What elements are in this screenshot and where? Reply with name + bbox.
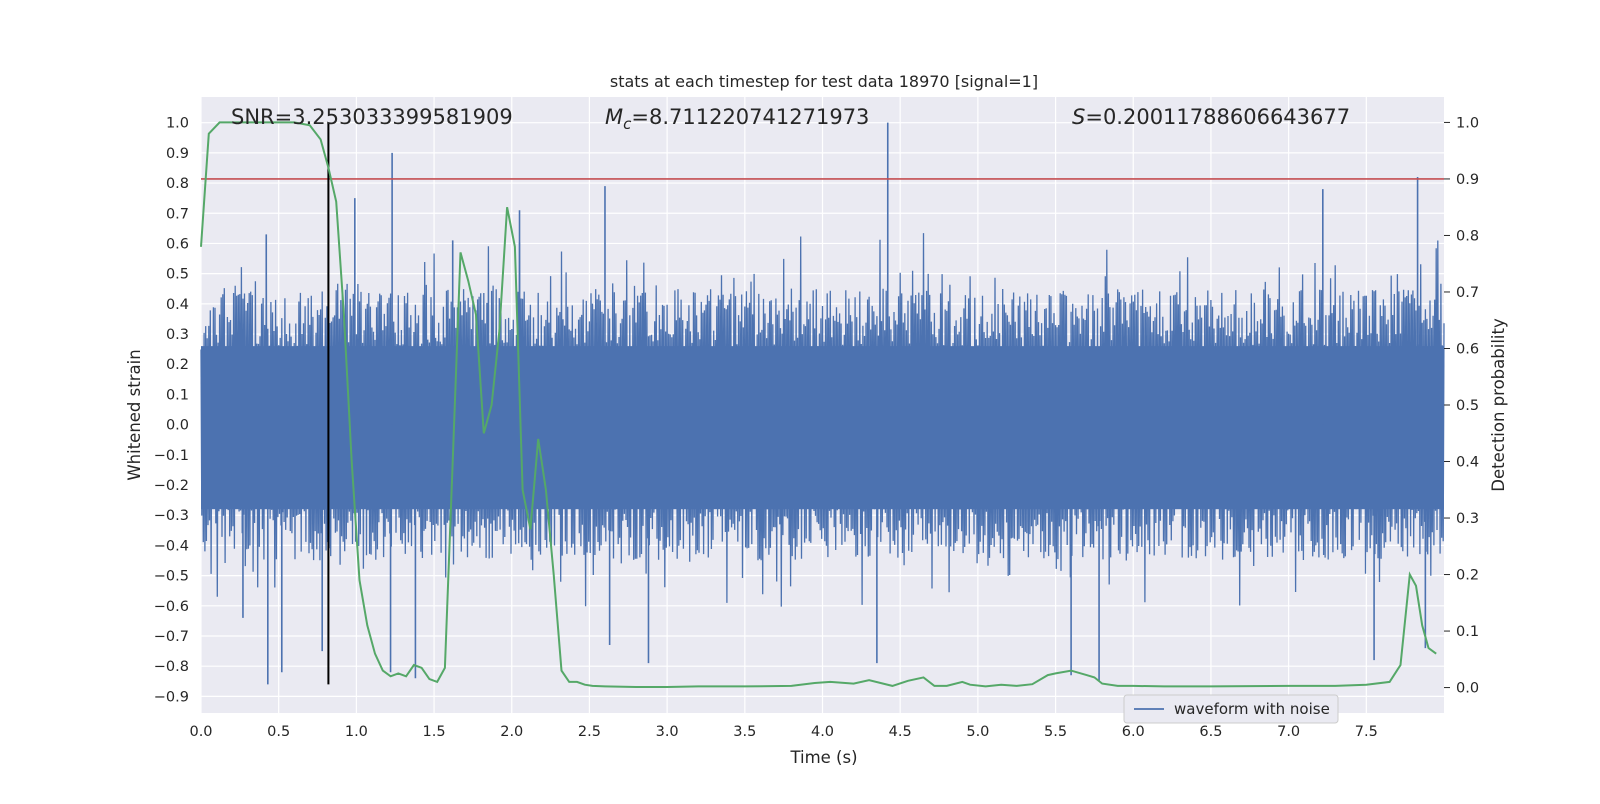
y-right-tick-label: 0.3	[1456, 511, 1479, 527]
y-tick-label: 0.4	[166, 297, 189, 313]
x-tick-label: 4.5	[889, 724, 912, 740]
y-right-tick-label: 0.2	[1456, 568, 1479, 584]
y-right-tick-label: 0.1	[1456, 624, 1479, 640]
legend-box	[1123, 694, 1339, 724]
y-tick-label: −0.4	[154, 538, 189, 554]
y-tick-label: −0.3	[154, 508, 189, 524]
x-tick-label: 7.5	[1355, 724, 1378, 740]
x-tick-label: 5.0	[966, 724, 989, 740]
y-tick-label: −0.7	[154, 629, 189, 645]
x-axis-label: Time (s)	[789, 748, 857, 767]
snr-annotation: SNR=3.253033399581909	[231, 105, 513, 129]
y-tick-label: 0.8	[166, 176, 189, 192]
chirp-mass-subscript: c	[623, 115, 632, 133]
y-tick-label: −0.5	[154, 569, 189, 585]
x-tick-label: 7.0	[1277, 724, 1300, 740]
legend: waveform with noise	[1123, 694, 1339, 724]
y-tick-label: 0.9	[166, 146, 189, 162]
x-tick-label: 6.5	[1199, 724, 1222, 740]
x-tick-label: 0.5	[267, 724, 290, 740]
legend-entry: waveform with noise	[1174, 700, 1330, 718]
y-tick-label: −0.9	[154, 689, 189, 705]
s-symbol: S	[1072, 105, 1085, 129]
y-tick-label: 0.6	[166, 236, 189, 252]
y-right-tick-label: 0.5	[1456, 398, 1479, 414]
waveform-series	[200, 122, 1445, 685]
y-tick-label: 0.1	[166, 387, 189, 403]
y-tick-label: 0.3	[166, 327, 189, 343]
x-tick-label: 4.0	[811, 724, 834, 740]
y-tick-label: −0.8	[154, 659, 189, 675]
y-right-tick-label: 1.0	[1456, 115, 1479, 131]
x-tick-label: 3.5	[733, 724, 756, 740]
y-tick-label: 1.0	[166, 116, 189, 132]
x-tick-label: 1.5	[423, 724, 446, 740]
x-tick-label: 2.0	[500, 724, 523, 740]
y-tick-label: −0.1	[154, 448, 189, 464]
x-tick-label: 0.0	[189, 724, 212, 740]
waveform-core	[201, 346, 1444, 510]
chirp-mass-annotation: Mc=8.711220741271973	[605, 105, 869, 133]
y-right-tick-label: 0.9	[1456, 172, 1479, 188]
x-tick-label: 2.5	[578, 724, 601, 740]
y-right-tick-label: 0.0	[1456, 681, 1479, 697]
y-right-tick-label: 0.6	[1456, 341, 1479, 357]
chirp-mass-value: =8.711220741271973	[631, 105, 869, 129]
chart-title: stats at each timestep for test data 189…	[610, 72, 1038, 91]
s-value: =0.20011788606643677	[1085, 105, 1350, 129]
y-tick-label: 0.5	[166, 267, 189, 283]
y-tick-label: −0.6	[154, 599, 189, 615]
left-axis-ticks: 1.0 0.9 0.8 0.7 0.6 0.5 0.4 0.3 0.2 0.1 0.0 −0.1 −0.…	[154, 116, 189, 706]
x-tick-label: 6.0	[1122, 724, 1145, 740]
y-tick-label: 0.2	[166, 357, 189, 373]
x-tick-label: 1.0	[345, 724, 368, 740]
chirp-mass-symbol: M	[605, 105, 623, 129]
x-tick-label: 3.0	[656, 724, 679, 740]
bottom-axis-ticks: 0.0 0.5 1.0 1.5 2.0 2.5 3.0 3.5 4.0 4.5 5.0 5.5 6.0 6…	[189, 724, 1377, 740]
probability-series	[200, 121, 1437, 688]
x-tick-label: 5.5	[1044, 724, 1067, 740]
overlay-lines	[201, 122, 1444, 685]
right-axis-ticks: 1.0 0.9 0.8 0.7 0.6 0.5 0.4 0.3 0.2 0.1 0.0	[1444, 115, 1479, 697]
detection-probability-line	[200, 121, 1437, 688]
y-tick-label: −0.2	[154, 478, 189, 494]
s-annotation: S=0.20011788606643677	[1072, 105, 1350, 129]
y-right-tick-label: 0.7	[1456, 285, 1479, 301]
y-right-axis-label: Detection probability	[1489, 318, 1508, 492]
y-right-tick-label: 0.8	[1456, 228, 1479, 244]
y-tick-label: 0.7	[166, 206, 189, 222]
y-axis-label: Whitened strain	[125, 349, 144, 480]
y-right-tick-label: 0.4	[1456, 455, 1479, 471]
y-tick-label: 0.0	[166, 418, 189, 434]
